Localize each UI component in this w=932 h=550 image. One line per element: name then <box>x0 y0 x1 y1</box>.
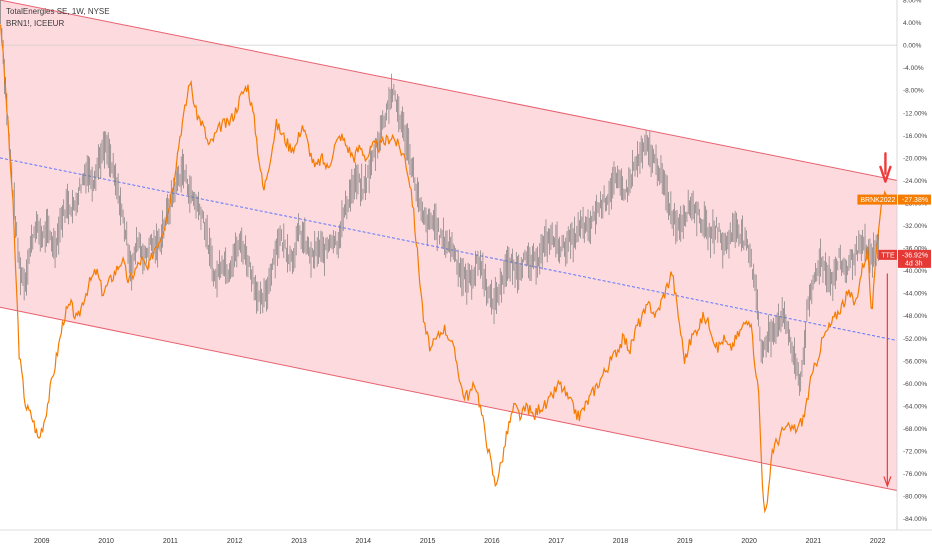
channel-upper-line <box>0 0 898 181</box>
y-tick-label: -64.00% <box>903 403 927 410</box>
price-series <box>0 0 881 396</box>
chart-legend: TotalEnergies SE, 1W, NYSE BRN1!, ICEEUR <box>6 6 110 30</box>
price-tag-value-box <box>898 194 931 205</box>
x-tick-label: 2010 <box>98 538 114 545</box>
price-tag-label: TTE <box>881 252 895 259</box>
y-tick-label: -80.00% <box>903 494 927 501</box>
y-tick-label: -36.00% <box>903 246 927 253</box>
y-tick-label: -68.00% <box>903 426 927 433</box>
x-tick-label: 2017 <box>548 538 564 545</box>
y-tick-label: -12.00% <box>903 110 927 117</box>
y-tick-label: -8.00% <box>903 88 924 95</box>
down-arrow-head <box>883 476 892 488</box>
x-tick-label: 2012 <box>227 538 243 545</box>
y-tick-label: 0.00% <box>903 43 922 50</box>
y-tick-label: -16.00% <box>903 133 927 140</box>
y-tick-label: -56.00% <box>903 358 927 365</box>
x-tick-label: 2014 <box>356 538 372 545</box>
channel-lower-line <box>0 306 898 492</box>
price-tag-countdown: 4d 3h <box>905 260 923 267</box>
y-tick-label: -52.00% <box>903 336 927 343</box>
y-axis-panel <box>897 0 932 550</box>
price-tag-value: -27.38% <box>902 197 928 204</box>
x-tick-label: 2011 <box>163 538 178 545</box>
y-tick-label: -20.00% <box>903 155 927 162</box>
x-tick-label: 2018 <box>613 538 629 545</box>
x-tick-label: 2009 <box>34 538 50 545</box>
y-tick-label: -44.00% <box>903 291 927 298</box>
y-tick-label: -48.00% <box>903 313 927 320</box>
y-tick-label: -84.00% <box>903 516 927 523</box>
price-tag-value-box <box>898 249 931 268</box>
x-tick-label: 2015 <box>420 538 436 545</box>
x-tick-label: 2016 <box>484 538 500 545</box>
marker-arrow-head <box>879 165 892 183</box>
price-tag-brn: BRNK2022 -27.38% <box>857 194 931 205</box>
y-tick-label: -72.00% <box>903 449 927 456</box>
y-tick-label: 4.00% <box>903 20 922 27</box>
y-tick-label: -32.00% <box>903 223 927 230</box>
x-tick-label: 2013 <box>291 538 307 545</box>
x-axis-panel <box>0 530 932 550</box>
y-tick-label: -60.00% <box>903 381 927 388</box>
legend-compare-series: BRN1!, ICEEUR <box>6 19 65 28</box>
x-tick-label: 2019 <box>677 538 693 545</box>
y-tick-label: -76.00% <box>903 471 927 478</box>
y-tick-label: -40.00% <box>903 268 927 275</box>
legend-main-series: TotalEnergies SE, 1W, NYSE <box>6 7 110 16</box>
x-tick-label: 2021 <box>806 538 822 545</box>
x-tick-label: 2020 <box>741 538 757 545</box>
y-tick-label: -24.00% <box>903 178 927 185</box>
price-tag-tte: TTE -36.92%4d 3h <box>878 249 931 268</box>
compare-series-line <box>0 24 888 514</box>
x-tick-label: 2022 <box>870 538 886 545</box>
price-tag-value: -36.92% <box>902 252 928 259</box>
price-tag-label-box <box>857 194 897 205</box>
y-tick-label: 8.00% <box>903 0 922 5</box>
price-tag-label: BRNK2022 <box>860 197 895 204</box>
y-tick-label: -4.00% <box>903 65 924 72</box>
price-tag-label-box <box>878 249 897 260</box>
